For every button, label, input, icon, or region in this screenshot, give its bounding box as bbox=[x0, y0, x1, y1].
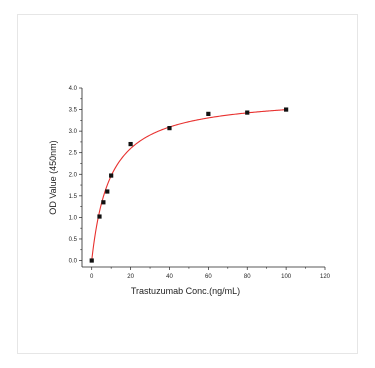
x-tick-label: 40 bbox=[166, 274, 173, 280]
y-tick-label: 3.0 bbox=[69, 129, 78, 135]
data-point bbox=[284, 107, 289, 112]
labels-layer: 0 20 40 60 80 100 120 0.0 0.5 1.0 1.5 2.0 2.5 3.0 3.5 4… bbox=[48, 86, 331, 296]
data-point bbox=[105, 189, 110, 194]
data-point bbox=[109, 173, 114, 178]
y-tick-label: 3.5 bbox=[69, 108, 78, 114]
data-point bbox=[206, 111, 211, 116]
fit-curve-layer bbox=[91, 109, 287, 261]
x-tick-label: 20 bbox=[127, 274, 134, 280]
chart-frame bbox=[17, 14, 358, 354]
y-tick-label: 0.0 bbox=[69, 259, 78, 265]
data-point bbox=[128, 141, 133, 147]
axes bbox=[79, 87, 326, 270]
x-tick-label: 60 bbox=[205, 274, 212, 280]
data-point bbox=[101, 200, 106, 205]
y-tick-label: 2.5 bbox=[69, 151, 78, 157]
data-point bbox=[167, 126, 172, 131]
y-axis-title: OD Value (450nm) bbox=[48, 140, 58, 214]
fit-curve bbox=[91, 109, 287, 261]
x-tick-label: 100 bbox=[281, 274, 292, 280]
data-point bbox=[97, 214, 102, 219]
y-tick-label: 1.5 bbox=[69, 194, 78, 200]
y-tick-label: 1.0 bbox=[69, 215, 78, 221]
x-tick-label: 0 bbox=[90, 274, 94, 280]
data-point bbox=[245, 110, 250, 115]
x-axis-title: Trastuzumab Conc.(ng/mL) bbox=[131, 286, 240, 296]
y-tick-label: 0.5 bbox=[69, 237, 78, 243]
y-tick-label: 2.0 bbox=[69, 172, 78, 178]
x-tick-label: 80 bbox=[244, 274, 251, 280]
data-point bbox=[89, 258, 94, 263]
data-points-layer bbox=[89, 107, 289, 263]
x-tick-label: 120 bbox=[320, 274, 331, 280]
y-tick-label: 4.0 bbox=[69, 86, 78, 92]
